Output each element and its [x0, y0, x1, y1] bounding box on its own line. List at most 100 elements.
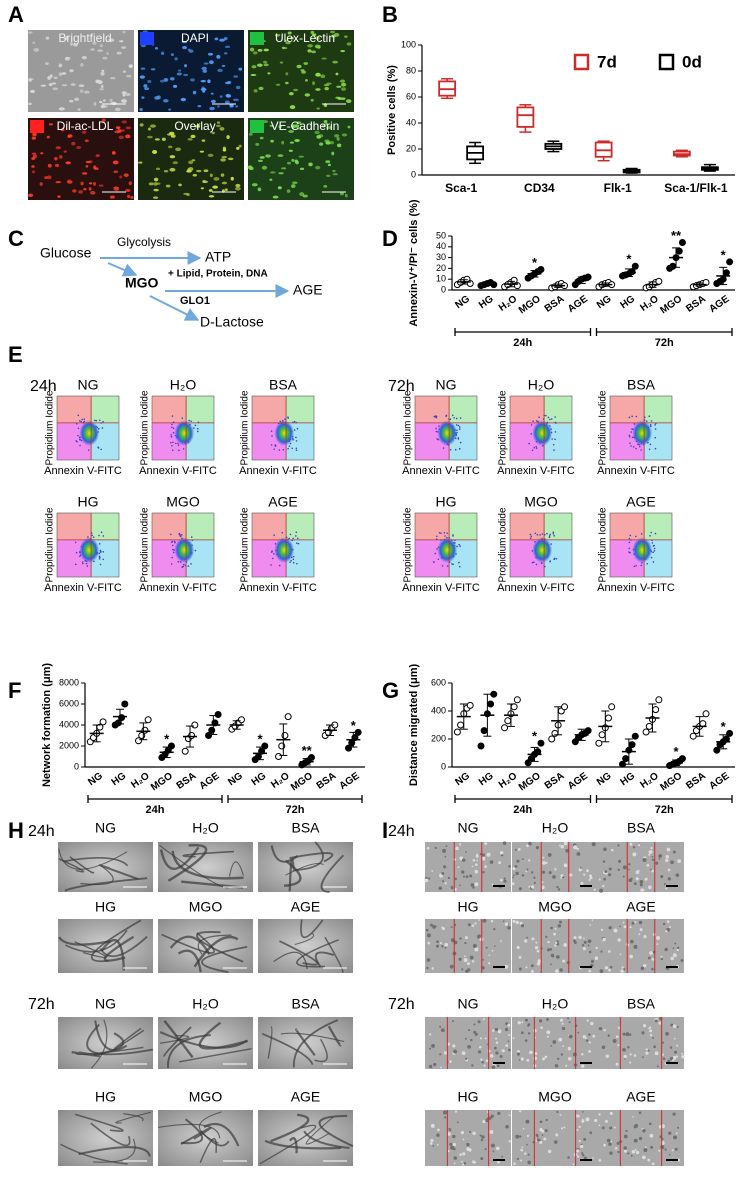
cell [90, 190, 96, 195]
tube [305, 1116, 334, 1145]
cell [235, 186, 241, 191]
cell [670, 956, 674, 961]
cell [259, 156, 265, 159]
cell [638, 1111, 642, 1115]
cell [230, 176, 234, 181]
channel-marker [30, 120, 44, 133]
cell [628, 868, 630, 871]
cell [547, 1149, 552, 1154]
cell [638, 844, 641, 847]
cell [32, 41, 36, 44]
event [74, 541, 77, 544]
cell [238, 144, 242, 148]
x-tick-label: MGO [658, 770, 684, 793]
cell [270, 139, 274, 143]
event [171, 415, 174, 417]
cell [609, 1111, 613, 1116]
event [102, 420, 104, 423]
tube [158, 844, 229, 889]
event-density [437, 420, 458, 446]
y-tick-label: 2000 [59, 740, 79, 750]
event [170, 434, 172, 436]
cell [488, 1116, 492, 1120]
tube [63, 856, 129, 867]
event [174, 541, 176, 544]
cell [447, 1150, 450, 1153]
condition-label: BSA [627, 377, 656, 393]
cell [317, 46, 321, 49]
event-density [274, 537, 295, 563]
event [190, 563, 192, 565]
event [650, 420, 653, 422]
event [172, 548, 174, 551]
cell [577, 1155, 580, 1158]
cell [88, 187, 92, 191]
cell [618, 859, 622, 863]
cell [619, 953, 622, 956]
data-point [548, 735, 556, 743]
cell [174, 57, 178, 61]
cell [608, 1142, 612, 1146]
cell [209, 106, 215, 111]
cell [431, 1043, 435, 1048]
cell [148, 182, 154, 186]
event [435, 415, 438, 418]
cell [289, 141, 295, 144]
cell [658, 858, 661, 860]
cell [119, 40, 124, 43]
cell [100, 104, 106, 109]
cell [161, 137, 166, 141]
cell [203, 62, 209, 65]
cell [331, 151, 335, 156]
event [554, 431, 557, 433]
cell [452, 1142, 457, 1147]
cell [277, 154, 284, 158]
y-tick-label: 10 [436, 274, 446, 284]
event [81, 561, 84, 563]
cell [604, 966, 609, 970]
quadrant [186, 513, 214, 540]
event [75, 423, 78, 425]
cell [146, 135, 153, 139]
cell [187, 137, 193, 141]
data-point [642, 728, 650, 736]
cell [220, 158, 226, 162]
cell [341, 87, 347, 91]
event [295, 531, 298, 534]
cell [648, 885, 652, 890]
cell [444, 882, 447, 885]
event [171, 426, 173, 429]
group-label: 72h [655, 337, 674, 349]
cell [140, 67, 146, 70]
cell [547, 940, 550, 944]
cell [178, 183, 182, 187]
tube [159, 1035, 190, 1044]
data-point [181, 747, 189, 755]
cell [442, 848, 447, 853]
cell [672, 1024, 677, 1028]
event [529, 537, 532, 539]
micrograph [158, 1110, 253, 1166]
cell [504, 1027, 509, 1032]
event [170, 541, 173, 543]
event [649, 443, 652, 446]
cell [200, 79, 206, 83]
cell [674, 1050, 678, 1054]
cell [216, 124, 221, 128]
tube [64, 929, 128, 953]
plot-frame [609, 512, 673, 578]
event [296, 562, 298, 565]
cell [473, 1030, 477, 1034]
cell [288, 149, 293, 152]
micrograph [58, 1110, 153, 1166]
cell [101, 118, 106, 122]
cell [265, 154, 271, 158]
cell [323, 120, 328, 124]
tube [264, 1139, 342, 1150]
tube [267, 1025, 273, 1059]
event [182, 565, 185, 568]
cell [491, 1029, 495, 1032]
cell [602, 937, 606, 942]
axis-label: Annexin V-FITC [239, 582, 317, 594]
diagram-node: Glucose [40, 245, 92, 261]
